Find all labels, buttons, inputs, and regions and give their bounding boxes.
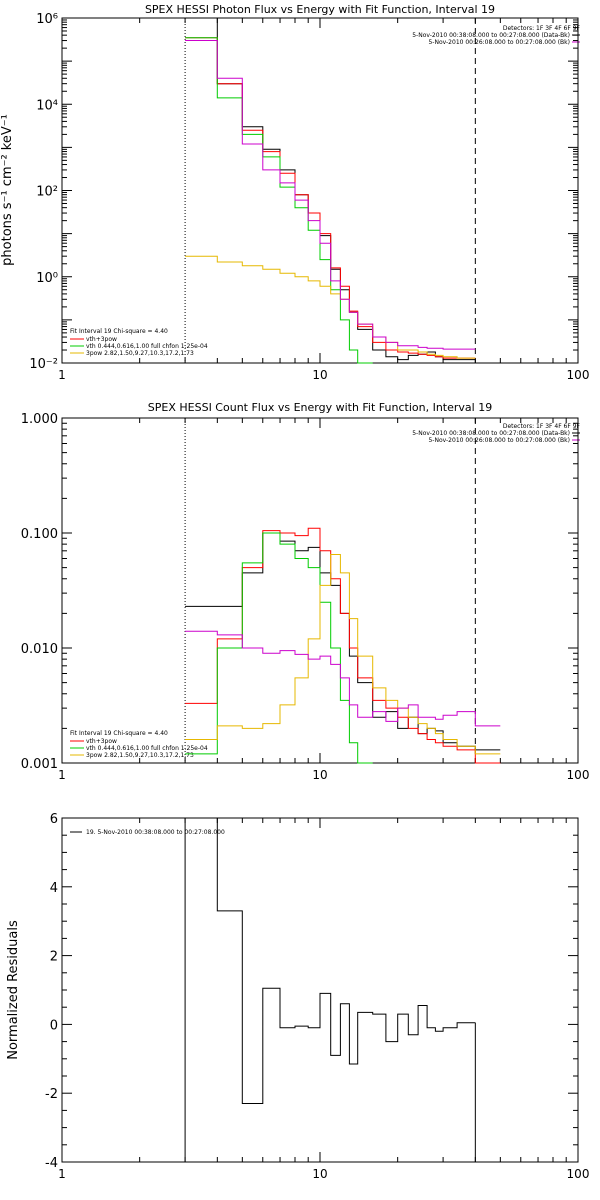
x-tick-label: 100 (567, 368, 590, 382)
series-vth (185, 532, 373, 764)
legend-fit-name: vth+3pow (86, 738, 117, 745)
legend-residual-interval: 19. 5-Nov-2010 00:38:08.000 to 00:27:08.… (86, 829, 225, 836)
y-axis-label: photons s⁻¹ cm⁻² keV⁻¹ (0, 114, 15, 266)
series-group (185, 527, 501, 764)
chart-title: SPEX HESSI Photon Flux vs Energy with Fi… (145, 3, 495, 16)
legend-left: Fit Interval 19 Chi-square = 4.40 vth+3p… (70, 730, 208, 759)
y-tick-label: -4 (45, 1156, 58, 1171)
legend-data-bk: 5-Nov-2010 00:38:08.000 to 00:27:08.000 … (412, 32, 570, 39)
x-tick-label: 1 (58, 768, 66, 782)
series-vth (185, 37, 373, 364)
legend-bk: 5-Nov-2010 00:26:08.000 to 00:27:08.000 … (428, 437, 570, 444)
series-data-bk (185, 17, 476, 361)
x-tick-label: 100 (567, 768, 590, 782)
y-tick-label: 0.100 (21, 527, 58, 542)
chart-title: SPEX HESSI Count Flux vs Energy with Fit… (148, 401, 492, 414)
x-tick-label: 10 (312, 368, 327, 382)
series-bk (185, 630, 501, 727)
x-tick-label: 10 (312, 768, 327, 782)
x-ticks: 1 10 100 (58, 818, 589, 1181)
series-vth-3pow (185, 527, 501, 764)
x-tick-label: 1 (58, 1167, 66, 1181)
photon-flux-panel: SPEX HESSI Photon Flux vs Energy with Fi… (0, 3, 589, 382)
series-group (184, 817, 476, 1162)
y-tick-label: 6 (50, 812, 58, 827)
y-tick-label: 4 (50, 881, 58, 896)
y-axis-label: Normalized Residuals (6, 920, 21, 1060)
x-ticks: 1 10 100 (58, 418, 589, 782)
x-tick-label: 100 (567, 1167, 590, 1181)
legend-data-bk: 5-Nov-2010 00:38:08.000 to 00:27:08.000 … (412, 430, 570, 437)
legend-3pow-params: 3pow 2.82,1.50,9.27,10.3,17.2,1.73 (86, 350, 194, 357)
y-tick-label: 10⁴ (36, 98, 58, 113)
y-ticks: 0.001 0.010 0.100 1.000 (21, 412, 578, 772)
y-tick-label: 2 (50, 950, 58, 965)
y-tick-label: 0 (50, 1018, 58, 1033)
series-group (185, 17, 476, 364)
y-tick-label: -2 (45, 1087, 58, 1102)
series-vth-3pow (185, 37, 476, 359)
series-data-bk (185, 532, 501, 751)
legend-detectors: Detectors: 1F 3F 4F 6F 9F (503, 423, 581, 430)
y-tick-label: 0.001 (21, 757, 58, 772)
residuals-panel: Normalized Residuals 19. 5-Nov-2010 00:3… (6, 812, 589, 1181)
legend-3pow-params: 3pow 2.82,1.50,9.27,10.3,17.2,1.73 (86, 752, 194, 759)
legend-left: Fit Interval 19 Chi-square = 4.40 vth+3p… (70, 328, 208, 357)
y-tick-label: 10⁻² (29, 357, 58, 372)
legend-fit-interval: Fit Interval 19 Chi-square = 4.40 (70, 328, 168, 335)
y-ticks: -4 -2 0 2 4 6 (45, 812, 578, 1171)
x-tick-label: 1 (58, 368, 66, 382)
legend-vth-params: vth 0.444,0.616,1.00 full chfon 1.25e-04 (86, 343, 208, 350)
legend-detectors: Detectors: 1F 3F 4F 6F 9F (503, 25, 581, 32)
x-tick-label: 10 (312, 1167, 327, 1181)
legend-fit-name: vth+3pow (86, 336, 117, 343)
y-tick-label: 1.000 (21, 412, 58, 427)
series-bk (185, 40, 476, 350)
plot-frame (61, 17, 579, 364)
legend-bk: 5-Nov-2010 00:26:08.000 to 00:27:08.000 … (428, 39, 570, 46)
legend-left: 19. 5-Nov-2010 00:38:08.000 to 00:27:08.… (70, 829, 225, 836)
series-residuals (185, 817, 476, 1104)
y-tick-label: 0.010 (21, 642, 58, 657)
plot-frame (61, 817, 579, 1163)
y-tick-label: 10⁶ (36, 12, 58, 27)
legend-right: Detectors: 1F 3F 4F 6F 9F 5-Nov-2010 00:… (412, 423, 580, 444)
series-3pow (185, 554, 501, 755)
legend-vth-params: vth 0.444,0.616,1.00 full chfon 1.25e-04 (86, 745, 208, 752)
y-tick-label: 10² (36, 185, 58, 200)
y-ticks: 10⁻² 10⁰ 10² 10⁴ 10⁶ (29, 12, 578, 372)
y-tick-label: 10⁰ (36, 271, 58, 286)
legend-fit-interval: Fit Interval 19 Chi-square = 4.40 (70, 730, 168, 737)
count-flux-panel: SPEX HESSI Count Flux vs Energy with Fit… (21, 401, 590, 782)
legend-right: Detectors: 1F 3F 4F 6F 9F 5-Nov-2010 00:… (412, 25, 580, 46)
